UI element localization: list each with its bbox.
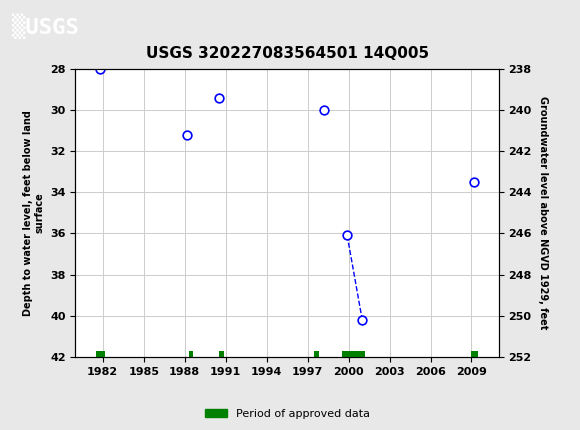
Point bbox=[358, 316, 367, 323]
Text: ▒USGS: ▒USGS bbox=[12, 13, 78, 39]
Legend: Period of approved data: Period of approved data bbox=[200, 405, 374, 424]
Bar bbox=[188, 351, 193, 357]
Bar bbox=[96, 351, 106, 357]
Title: USGS 320227083564501 14Q005: USGS 320227083564501 14Q005 bbox=[146, 46, 429, 61]
Bar bbox=[472, 351, 478, 357]
Point bbox=[470, 178, 479, 185]
Bar bbox=[342, 351, 365, 357]
Point bbox=[343, 232, 352, 239]
Point bbox=[214, 94, 223, 101]
Point bbox=[95, 65, 104, 72]
Point bbox=[320, 107, 329, 114]
Y-axis label: Depth to water level, feet below land
surface: Depth to water level, feet below land su… bbox=[23, 110, 45, 316]
Point bbox=[183, 131, 192, 138]
Bar bbox=[314, 351, 318, 357]
Bar bbox=[219, 351, 224, 357]
Y-axis label: Groundwater level above NGVD 1929, feet: Groundwater level above NGVD 1929, feet bbox=[538, 96, 548, 329]
